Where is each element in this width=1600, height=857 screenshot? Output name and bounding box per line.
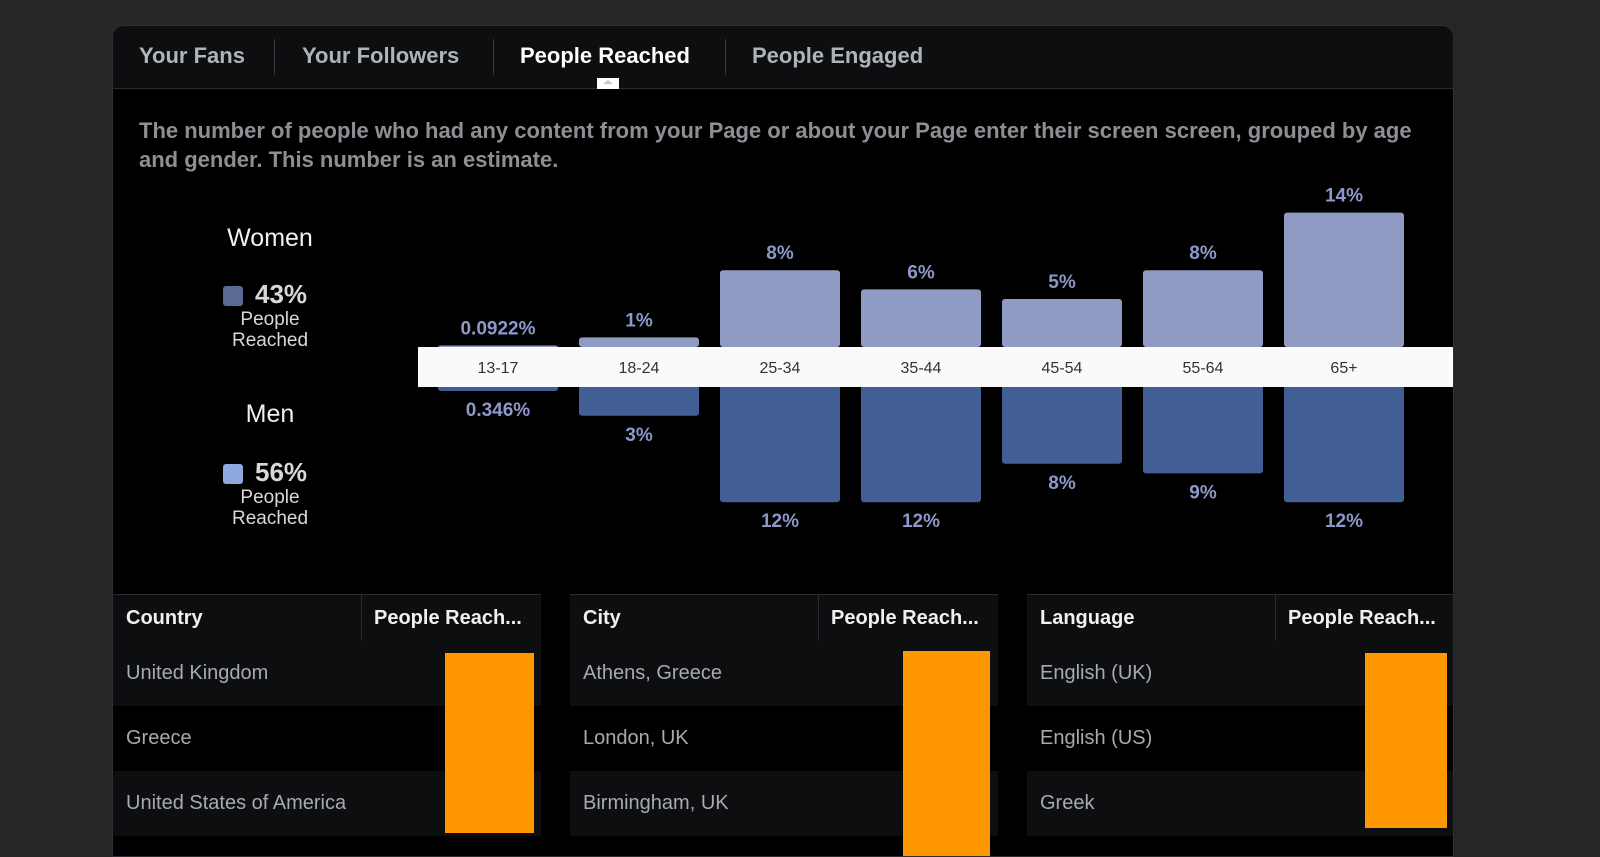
legend-men-percent: 56% [255, 457, 308, 487]
tab-people-reached[interactable]: People Reached [520, 43, 690, 68]
women-value-label: 8% [1189, 243, 1217, 264]
column-divider [818, 595, 819, 641]
legend-men-caption: People Reached [231, 487, 309, 529]
age-category-label: 45-54 [1042, 360, 1083, 377]
men-value-label: 0.346% [466, 400, 531, 421]
people-reached-column-header[interactable]: People Reach... [374, 607, 522, 629]
age-category-label: 25-34 [760, 360, 801, 377]
table-header: City People Reach... [570, 594, 998, 642]
men-value-label: 12% [1325, 511, 1363, 532]
age-category-label: 65+ [1330, 360, 1357, 377]
women-value-label: 1% [625, 310, 653, 331]
tab-divider [725, 39, 726, 75]
women-value-label: 5% [1048, 272, 1076, 293]
city-name: Athens, Greece [583, 662, 722, 684]
women-value-label: 0.0922% [460, 319, 535, 340]
women-bar [1002, 299, 1122, 347]
language-column-header[interactable]: Language [1040, 607, 1135, 629]
language-name: Greek [1040, 792, 1095, 814]
country-column-header[interactable]: Country [126, 607, 203, 629]
people-reached-bar [1365, 653, 1447, 828]
table-header: Country People Reach... [113, 594, 541, 642]
tab-people-engaged[interactable]: People Engaged [752, 43, 924, 68]
age-gender-chart: 0.0922% 0.346% 1% 3% 8% 12% 6% 12% 5% 8% 8% 9% 14% 12… [418, 186, 1453, 532]
column-divider [361, 595, 362, 641]
language-name: English (UK) [1040, 662, 1153, 684]
men-value-label: 8% [1048, 473, 1076, 494]
audience-panel: Your Fans Your Followers People Reached … [112, 25, 1454, 857]
column-divider [1275, 595, 1276, 641]
table-header: Language People Reach... [1027, 594, 1453, 642]
table-row[interactable]: Greece [113, 706, 541, 771]
men-bar [1143, 384, 1263, 474]
women-value-label: 14% [1325, 186, 1363, 207]
active-tab-indicator [597, 78, 619, 89]
city-column-header[interactable]: City [583, 607, 621, 629]
people-reached-bar [903, 651, 990, 856]
city-name: London, UK [583, 727, 689, 749]
age-category-label: 35-44 [901, 360, 942, 377]
people-reached-column-header[interactable]: People Reach... [1288, 607, 1436, 629]
people-reached-bar [445, 653, 534, 833]
category-axis-strip [418, 347, 1453, 387]
men-value-label: 3% [625, 425, 653, 446]
city-name: Birmingham, UK [583, 792, 729, 814]
women-bar [438, 345, 558, 347]
men-bar [579, 384, 699, 416]
women-value-label: 6% [907, 262, 935, 283]
description-text: The number of people who had any content… [139, 118, 1412, 172]
table-row[interactable]: English (US) [1027, 706, 1453, 771]
table-row[interactable]: London, UK [570, 706, 998, 771]
people-reached-column-header[interactable]: People Reach... [831, 607, 979, 629]
age-category-label: 55-64 [1183, 360, 1224, 377]
tab-bar: Your Fans Your Followers People Reached … [113, 26, 1453, 89]
tab-your-followers[interactable]: Your Followers [302, 43, 460, 68]
women-bar [579, 337, 699, 347]
language-name: English (US) [1040, 727, 1153, 749]
age-category-label: 13-17 [478, 360, 519, 377]
women-bar [861, 289, 981, 347]
women-bar [1284, 212, 1404, 347]
men-value-label: 12% [902, 511, 940, 532]
legend-women-swatch [223, 286, 243, 306]
legend-women-caption: People Reached [231, 309, 309, 351]
women-bar [720, 270, 840, 347]
men-bar [861, 384, 981, 503]
men-value-label: 12% [761, 511, 799, 532]
legend-women-percent: 43% [255, 279, 308, 309]
men-bar [1002, 384, 1122, 464]
legend-women-title: Women [227, 224, 313, 252]
age-category-label: 18-24 [619, 360, 660, 377]
men-value-label: 9% [1189, 482, 1217, 503]
country-name: United States of America [126, 792, 347, 814]
tab-divider [493, 39, 494, 75]
men-bar [720, 384, 840, 503]
legend-men-title: Men [245, 400, 295, 428]
men-bar [1284, 384, 1404, 503]
country-name: Greece [126, 727, 192, 749]
women-bar [1143, 270, 1263, 347]
legend-men-swatch [223, 464, 243, 484]
country-name: United Kingdom [126, 662, 269, 684]
tab-your-fans[interactable]: Your Fans [139, 43, 245, 68]
tab-divider [274, 39, 275, 75]
women-value-label: 8% [766, 243, 794, 264]
